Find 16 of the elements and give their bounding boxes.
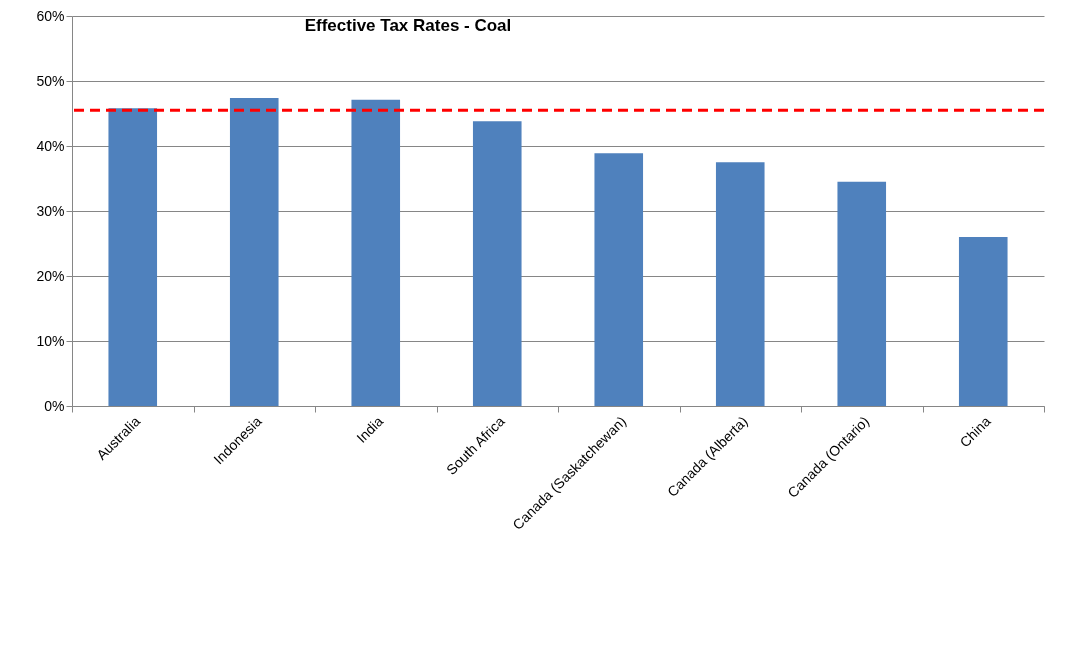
y-tick-label: 50% bbox=[36, 72, 65, 89]
bar bbox=[837, 181, 887, 406]
y-tick-label: 20% bbox=[36, 267, 65, 284]
y-tick-label: 60% bbox=[36, 7, 65, 24]
chart-title: Effective Tax Rates - Coal bbox=[304, 16, 512, 35]
y-tick-label: 0% bbox=[44, 397, 65, 414]
bar bbox=[108, 108, 158, 406]
bar bbox=[229, 97, 279, 406]
y-tick-label: 10% bbox=[36, 332, 65, 349]
y-tick-label: 40% bbox=[36, 137, 65, 154]
bar bbox=[594, 153, 644, 406]
bar bbox=[715, 162, 765, 406]
y-tick-label: 30% bbox=[36, 202, 65, 219]
bar bbox=[351, 99, 401, 406]
bar bbox=[472, 121, 522, 406]
bar bbox=[958, 237, 1008, 406]
